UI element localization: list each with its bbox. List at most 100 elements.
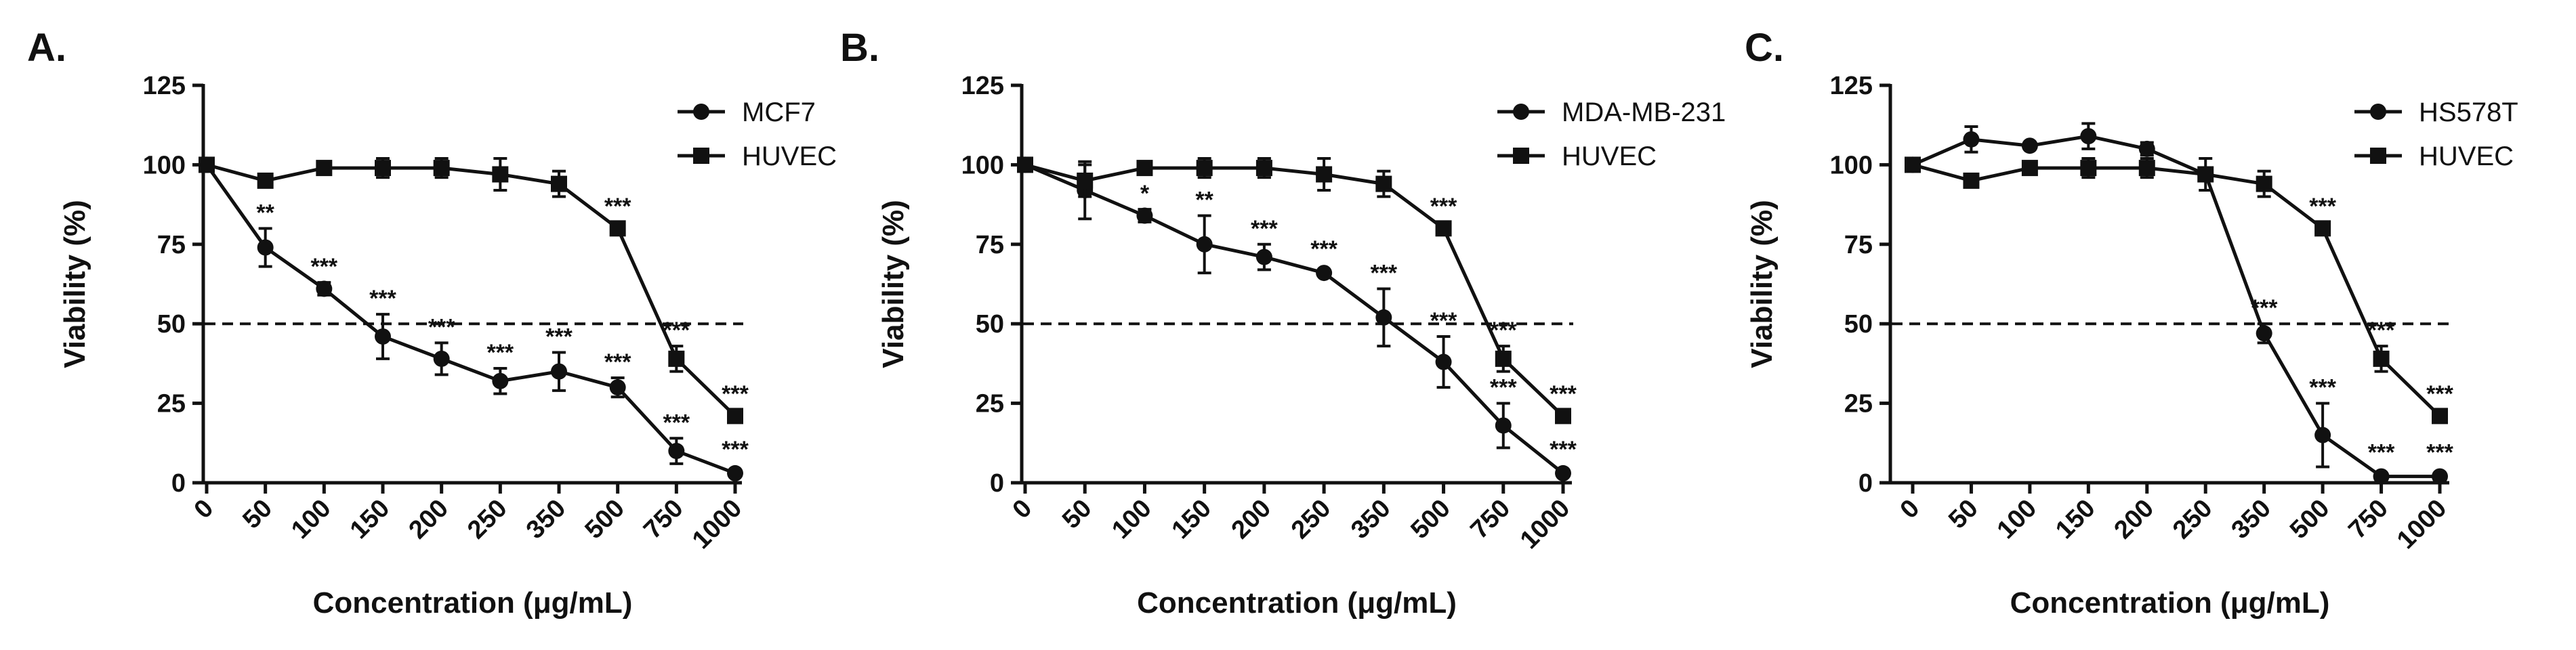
y-axis-title: Viability (%) (877, 200, 910, 368)
x-tick-label: 750 (2343, 494, 2394, 545)
data-point-square (492, 166, 509, 183)
x-tick-label: 350 (521, 494, 572, 545)
data-point-square (375, 160, 391, 177)
significance-label: *** (2309, 194, 2336, 219)
significance-label: *** (486, 340, 514, 366)
legend-label: HUVEC (742, 142, 837, 171)
significance-label: *** (1490, 375, 1517, 401)
data-point-square (1435, 220, 1452, 237)
y-tick-label: 50 (157, 310, 186, 339)
significance-label: *** (663, 318, 690, 343)
x-tick-label: 500 (2285, 494, 2335, 545)
x-tick-label: 750 (638, 494, 689, 545)
data-point-circle (1375, 309, 1392, 326)
significance-label: *** (2368, 440, 2395, 466)
data-point-circle (551, 363, 567, 380)
significance-label: *** (310, 254, 337, 280)
data-point-square (316, 160, 333, 177)
x-tick-label: 0 (189, 494, 220, 525)
data-point-square (1136, 160, 1153, 177)
significance-label: *** (1430, 194, 1457, 219)
x-axis-title: Concentration (μg/mL) (2010, 586, 2330, 620)
x-tick-label: 350 (1346, 494, 1396, 545)
data-point-circle (492, 372, 509, 389)
data-point-circle (1435, 353, 1452, 370)
significance-label: *** (2368, 318, 2395, 343)
data-point-circle (2432, 468, 2448, 485)
data-point-square (1077, 172, 1094, 189)
series-line (1912, 134, 2440, 479)
data-point-circle (1196, 236, 1213, 253)
series-huvec: *** *** *** (199, 156, 749, 425)
x-tick-label: 50 (1943, 494, 1984, 535)
significance-label: *** (2309, 375, 2336, 401)
x-axis-title: Concentration (μg/mL) (313, 586, 633, 620)
x-tick-label: 750 (1466, 494, 1516, 545)
legend-item: HS578T (2354, 98, 2518, 127)
legend-label: HUVEC (1562, 142, 1657, 171)
x-tick-label: 200 (2109, 494, 2160, 545)
data-point-circle (2021, 137, 2038, 154)
legend-item: MDA-MB-231 (1497, 98, 1726, 127)
series-hs578t: *** *** *** *** (1905, 122, 2454, 485)
legend-label: HS578T (2419, 98, 2518, 127)
y-tick-label: 75 (976, 231, 1004, 259)
legend-label: MCF7 (742, 98, 816, 127)
x-tick-label: 0 (1895, 494, 1926, 525)
legend-label: MDA-MB-231 (1562, 98, 1726, 127)
y-tick-label: 125 (961, 72, 1004, 100)
x-tick-label: 350 (2226, 494, 2277, 545)
x-tick-label: 150 (345, 494, 396, 545)
panel-letter: A. (27, 26, 66, 70)
y-tick-label: 50 (1844, 310, 1873, 339)
data-point-circle (2256, 325, 2272, 342)
x-tick-label: 200 (1226, 494, 1277, 545)
significance-label: * (1140, 181, 1150, 207)
significance-label: ** (1195, 188, 1213, 213)
significance-label: *** (545, 324, 573, 349)
data-point-circle (727, 464, 743, 481)
data-point-circle (257, 239, 274, 256)
y-axis-title: Viability (%) (1745, 200, 1779, 368)
y-tick-label: 25 (976, 390, 1004, 418)
significance-label: *** (428, 314, 455, 340)
y-tick-label: 0 (171, 469, 186, 498)
data-point-square (1196, 160, 1213, 177)
x-tick-label: 150 (2050, 494, 2101, 545)
significance-label: ** (256, 200, 274, 225)
legend-marker-circle (2370, 104, 2386, 120)
x-tick-label: 250 (1286, 494, 1337, 545)
x-tick-label: 50 (1057, 494, 1098, 535)
significance-label: *** (604, 194, 631, 219)
x-axis-title: Concentration (μg/mL) (1137, 586, 1457, 620)
significance-label: *** (663, 410, 690, 435)
data-point-square (1316, 166, 1333, 183)
series-huvec: *** *** *** (1905, 156, 2454, 425)
legend-item: HUVEC (678, 142, 837, 171)
data-point-square (257, 172, 274, 189)
data-point-circle (433, 350, 450, 367)
y-tick-label: 100 (961, 151, 1004, 179)
y-tick-label: 25 (157, 390, 186, 418)
data-point-circle (1255, 248, 1272, 265)
x-tick-label: 1000 (1515, 494, 1575, 555)
data-point-circle (1555, 464, 1571, 481)
x-tick-label: 0 (1007, 494, 1038, 525)
y-tick-label: 125 (143, 72, 186, 100)
x-tick-label: 50 (237, 494, 278, 535)
legend-marker-square (2370, 148, 2386, 164)
series-huvec: ********* (1017, 156, 1577, 425)
data-point-square (551, 175, 567, 192)
x-tick-label: 100 (1992, 494, 2043, 545)
x-tick-label: 250 (462, 494, 513, 545)
y-tick-label: 0 (990, 469, 1004, 498)
significance-label: *** (1370, 261, 1397, 286)
series-mcf7: ************************** (199, 156, 749, 481)
y-tick-label: 75 (157, 231, 186, 259)
data-point-square (1017, 156, 1033, 173)
significance-label: *** (722, 437, 749, 462)
significance-label: *** (1550, 437, 1577, 462)
